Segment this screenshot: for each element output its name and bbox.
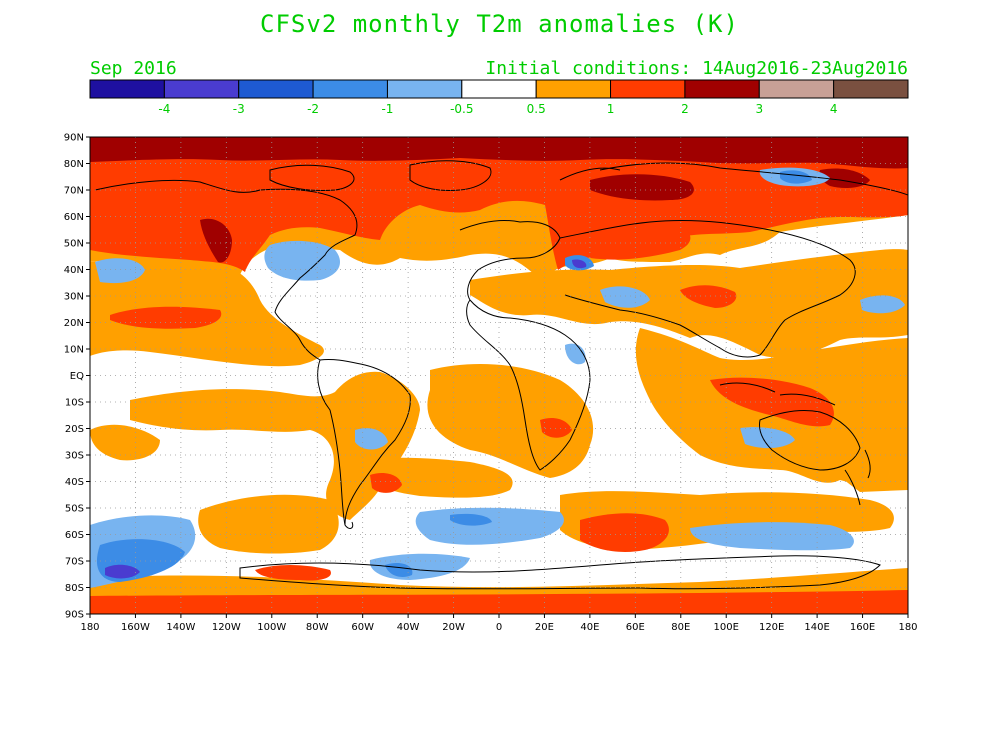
lat-label: 20N: [64, 318, 84, 329]
lat-label: 70N: [64, 186, 84, 197]
lon-label: 100E: [714, 622, 739, 633]
lat-label: EQ: [70, 371, 84, 382]
lat-label: 50S: [65, 504, 84, 515]
colorbar-label: -3: [233, 102, 245, 116]
lon-label: 80E: [671, 622, 690, 633]
axis-ticks: [86, 136, 909, 618]
colorbar-label: 4: [830, 102, 838, 116]
lat-label: 80S: [65, 583, 84, 594]
lon-label: 0: [496, 622, 502, 633]
chart-title: CFSv2 monthly T2m anomalies (K): [260, 10, 739, 38]
lon-label: 180: [80, 622, 99, 633]
lat-label: 60N: [64, 212, 84, 223]
lat-label: 10S: [65, 398, 84, 409]
lon-label: 120E: [759, 622, 784, 633]
lat-label: 50N: [64, 239, 84, 250]
lon-label: 20W: [442, 622, 465, 633]
colorbar-label: -1: [381, 102, 393, 116]
lat-label: 30N: [64, 292, 84, 303]
very-cool-regions: [105, 259, 587, 579]
lon-label: 60W: [351, 622, 374, 633]
lon-label: 140E: [804, 622, 829, 633]
lon-label: 120W: [212, 622, 241, 633]
lon-label: 160E: [850, 622, 875, 633]
lat-label: 60S: [65, 530, 84, 541]
longitude-labels: 180 160W 140W 120W 100W 80W 60W 40W 20W 0 20E 40E 60…: [80, 622, 917, 633]
lat-label: 30S: [65, 451, 84, 462]
lat-label: 70S: [65, 557, 84, 568]
colorbar-swatch: [833, 79, 909, 99]
coastlines: [94, 160, 908, 590]
lat-label: 90S: [65, 610, 84, 621]
colorbar-label: -4: [158, 102, 170, 116]
lat-label: 40S: [65, 477, 84, 488]
lon-label: 60E: [626, 622, 645, 633]
lon-label: 20E: [535, 622, 554, 633]
lon-label: 40E: [580, 622, 599, 633]
lon-label: 140W: [166, 622, 195, 633]
colorbar-label: -0.5: [450, 102, 473, 116]
valid-month-label: Sep 2016: [90, 58, 177, 79]
lat-label: 80N: [64, 159, 84, 170]
lon-label: 40W: [397, 622, 420, 633]
lat-label: 20S: [65, 424, 84, 435]
lon-label: 160W: [121, 622, 150, 633]
colorbar-label: 3: [755, 102, 763, 116]
latitude-labels: 90N 80N 70N 60N 50N 40N 30N 20N 10N EQ 10S 20S 30S 40…: [64, 133, 84, 621]
lon-label: 80W: [306, 622, 329, 633]
colorbar: -4 -3 -2 -1 -0.5 0.5 1 2 3 4: [89, 79, 909, 116]
lat-label: 90N: [64, 133, 84, 144]
colorbar-label: 1: [607, 102, 615, 116]
lon-label: 180: [898, 622, 917, 633]
lat-label: 10N: [64, 345, 84, 356]
colorbar-label: 0.5: [527, 102, 546, 116]
colorbar-label: 2: [681, 102, 689, 116]
colorbar-label: -2: [307, 102, 319, 116]
lon-label: 100W: [257, 622, 286, 633]
lat-label: 40N: [64, 265, 84, 276]
initial-conditions-label: Initial conditions: 14Aug2016-23Aug2016: [485, 58, 908, 79]
